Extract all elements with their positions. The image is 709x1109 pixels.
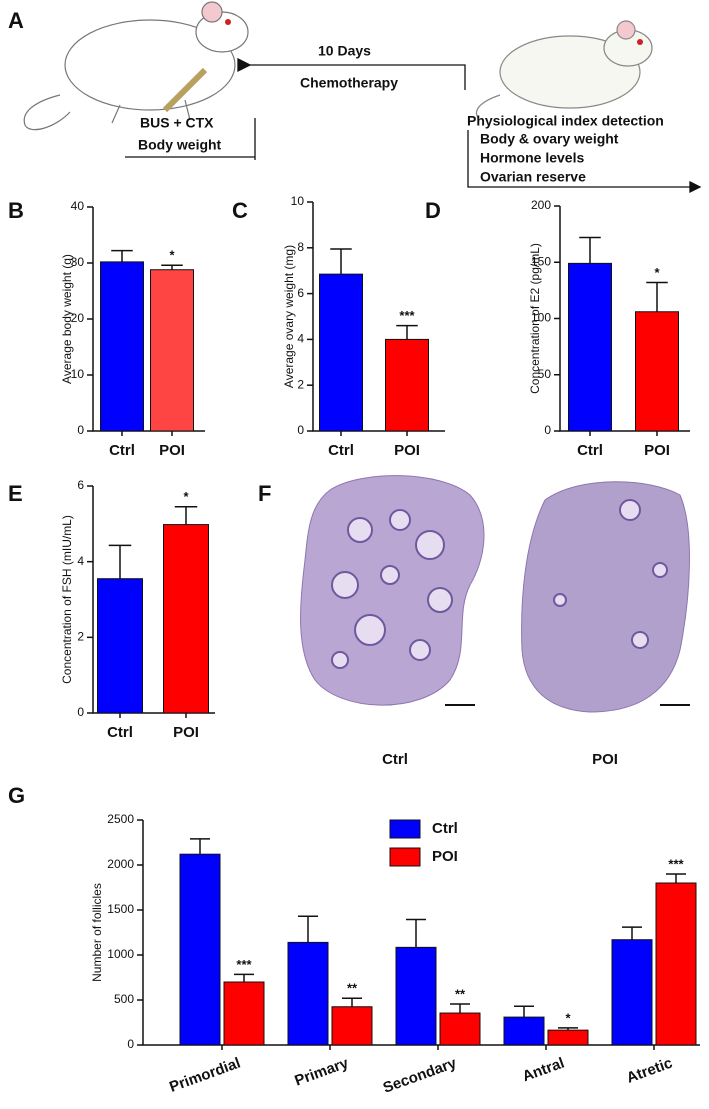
y-axis-label: Concentration of E2 (pg/mL)	[528, 243, 542, 394]
x-tick-label: Ctrl	[107, 724, 133, 741]
panel-letter: A	[8, 8, 24, 33]
y-tick-label: 2	[297, 377, 304, 391]
significance: ***	[399, 308, 415, 323]
bar	[223, 981, 265, 1046]
significance: **	[347, 981, 358, 996]
significance: *	[183, 489, 189, 504]
legend-label: Ctrl	[432, 820, 458, 837]
bar	[97, 578, 143, 714]
x-tick-label: POI	[173, 724, 199, 741]
y-tick-label: 50	[538, 367, 552, 381]
x-tick-label: Antral	[520, 1055, 567, 1086]
x-tick-label: POI	[159, 442, 185, 459]
bar	[655, 882, 697, 1046]
y-tick-label: 10	[71, 367, 85, 381]
legend-swatch	[389, 847, 421, 867]
bar	[331, 1006, 373, 1046]
y-tick-label: 0	[297, 423, 304, 437]
image-label: POI	[592, 751, 618, 768]
y-tick-label: 8	[297, 240, 304, 254]
x-tick-label: POI	[644, 442, 670, 459]
bar	[319, 273, 363, 432]
bar	[100, 261, 144, 432]
x-tick-label: Ctrl	[577, 442, 603, 459]
y-tick-label: 40	[71, 199, 85, 213]
x-tick-label: Primordial	[167, 1055, 243, 1096]
bar	[503, 1016, 545, 1046]
detection-item: Hormone levels	[480, 150, 584, 166]
significance: *	[565, 1010, 571, 1025]
baseline-label: Body weight	[138, 137, 222, 153]
y-axis-label: Concentration of FSH (mIU/mL)	[60, 515, 74, 684]
significance: **	[455, 986, 466, 1001]
y-tick-label: 0	[77, 705, 84, 719]
bar	[439, 1012, 481, 1046]
y-tick-label: 1000	[107, 947, 134, 961]
interval-label: 10 Days	[318, 43, 371, 59]
x-tick-label: Atretic	[624, 1055, 674, 1087]
bar	[568, 262, 612, 432]
y-axis-label: Number of follicles	[90, 883, 104, 982]
detection-label: Physiological index detection	[467, 113, 664, 129]
mouse-right	[476, 20, 653, 119]
legend-swatch	[389, 819, 421, 839]
y-tick-label: 2000	[107, 857, 134, 871]
y-tick-label: 4	[297, 332, 304, 346]
y-tick-label: 200	[531, 198, 551, 212]
panel-letter: C	[232, 198, 248, 223]
panel-letter: G	[8, 783, 25, 808]
bar	[547, 1029, 589, 1046]
histology-ctrl	[300, 475, 485, 706]
y-tick-label: 0	[127, 1037, 134, 1051]
y-tick-label: 6	[297, 286, 304, 300]
detection-item: Ovarian reserve	[480, 169, 586, 185]
histology-poi	[521, 481, 690, 713]
significance: ***	[236, 957, 252, 972]
significance: ***	[668, 856, 684, 871]
mouse-left	[23, 1, 249, 131]
y-tick-label: 0	[77, 423, 84, 437]
y-tick-label: 20	[71, 311, 85, 325]
y-tick-label: 150	[531, 254, 551, 268]
bar	[611, 939, 653, 1046]
y-tick-label: 4	[77, 554, 84, 568]
panel-letter: B	[8, 198, 24, 223]
significance: *	[654, 265, 660, 280]
y-tick-label: 6	[77, 478, 84, 492]
detection-item: Body & ovary weight	[480, 131, 619, 147]
legend-label: POI	[432, 848, 458, 865]
bar	[287, 941, 329, 1046]
x-tick-label: Ctrl	[109, 442, 135, 459]
timeline	[125, 57, 702, 194]
image-label: Ctrl	[382, 751, 408, 768]
panel-letter: D	[425, 198, 441, 223]
y-tick-label: 10	[291, 194, 305, 208]
bar	[385, 338, 429, 432]
induction-label: BUS + CTX	[140, 115, 214, 131]
y-axis-label: Average body weight (g)	[60, 254, 74, 384]
y-tick-label: 2500	[107, 812, 134, 826]
x-tick-label: Ctrl	[328, 442, 354, 459]
treatment-label: Chemotherapy	[300, 75, 398, 91]
x-tick-label: POI	[394, 442, 420, 459]
significance: *	[169, 248, 175, 263]
x-tick-label: Secondary	[381, 1054, 460, 1096]
y-axis-label: Average ovary weight (mg)	[282, 245, 296, 388]
y-tick-label: 1500	[107, 902, 134, 916]
bar	[395, 946, 437, 1046]
y-tick-label: 100	[531, 311, 551, 325]
x-tick-label: Primary	[292, 1054, 351, 1089]
panel-letter: F	[258, 481, 271, 506]
y-tick-label: 30	[71, 255, 85, 269]
panel-letter: E	[8, 481, 23, 506]
bar	[150, 269, 194, 432]
bar	[179, 853, 221, 1046]
y-tick-label: 2	[77, 630, 84, 644]
y-tick-label: 0	[544, 423, 551, 437]
bar	[635, 311, 679, 432]
bar	[163, 524, 209, 714]
y-tick-label: 500	[114, 992, 134, 1006]
